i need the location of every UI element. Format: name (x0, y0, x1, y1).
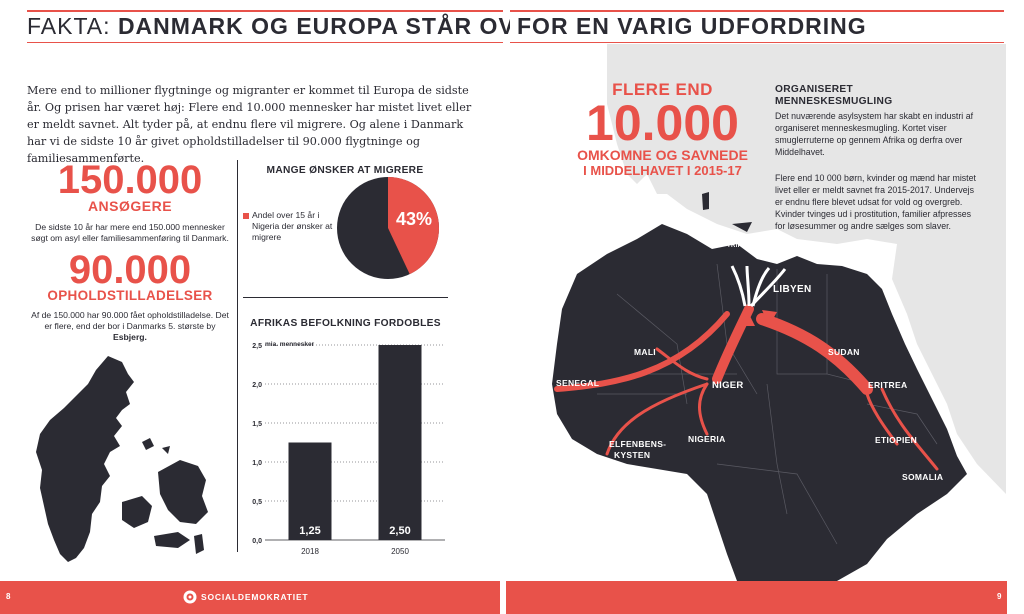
route-east (756, 313, 873, 395)
smuggling-p1: Det nuværende asylsystem har skabt en in… (775, 111, 974, 157)
africa-land (552, 224, 967, 581)
x-tick-label: 2018 (301, 547, 319, 556)
bar-value-label: 2,50 (389, 525, 410, 537)
permits-number: 90.000 (68, 248, 192, 292)
denmark-map (36, 356, 208, 562)
y-tick-label: 0,0 (252, 538, 262, 545)
y-tick-label: 2,5 (252, 343, 262, 350)
sicily-island (732, 222, 752, 232)
label-niger: NIGER (712, 380, 744, 391)
x-tick-label: 2050 (391, 547, 409, 556)
smuggling-p2: Flere end 10 000 børn, kvinder og mænd h… (775, 173, 976, 231)
y-tick-label: 0,5 (252, 499, 262, 506)
applicants-text: De sidste 10 år har mere end 150.000 men… (31, 222, 229, 243)
middle-east-land (892, 234, 1006, 494)
applicants-label: ANSØGERE (87, 198, 173, 214)
europe-land (607, 44, 1006, 294)
label-etiopien: ETIOPIEN (875, 435, 918, 445)
falster-shape (194, 534, 204, 554)
small-island-shape (142, 438, 154, 450)
footer-left-bar (0, 581, 500, 614)
left-header-title: FAKTA: DANMARK OG EUROPA STÅR OVER (27, 13, 549, 40)
bar-chart-title: AFRIKAS BEFOLKNING FORDOBLES (250, 318, 441, 329)
route-ivory (605, 382, 709, 456)
label-tripoli: TRIPOLI (727, 243, 753, 249)
permits-label: OPHOLDSTILLADELSER (47, 288, 213, 303)
label-elfenben-2: KYSTEN (614, 450, 651, 460)
label-benghazi: BENGHAZI (763, 247, 797, 253)
footer-right-bar (506, 581, 1007, 614)
label-sudan: SUDAN (828, 347, 860, 357)
applicants-number: 150.000 (57, 158, 203, 202)
route-niger (712, 304, 754, 384)
deaths-number: 10.000 (586, 95, 739, 151)
permits-text-block: Af de 150.000 har 90.000 fået opholdstil… (27, 310, 233, 343)
route-mali (655, 347, 709, 381)
route-somalia (880, 387, 939, 471)
label-elfenben-1: ELFENBENS- (609, 439, 667, 449)
pie-value-label: 43% (396, 209, 432, 229)
column-divider (237, 160, 238, 552)
bar-2018 (288, 442, 332, 540)
label-libyen: LIBYEN (773, 284, 812, 295)
y-tick-label: 1,5 (252, 421, 262, 428)
pie-legend-text: Andel over 15 år i Nigeria der ønsker at… (252, 210, 333, 242)
chart-separator (243, 297, 448, 298)
label-somalia: SOMALIA (902, 472, 944, 482)
route-nigeria (698, 382, 709, 436)
bar-value-label: 1,25 (299, 525, 320, 537)
right-header-underline (510, 42, 1004, 43)
deaths-line2: OMKOMNE OG SAVNEDE (577, 147, 748, 163)
label-mali: MALI (634, 347, 656, 357)
y-tick-label: 1,0 (252, 460, 262, 467)
funen-shape (122, 496, 152, 528)
pie-slice-main (388, 177, 439, 275)
right-header-rule (510, 10, 1004, 12)
page-number-left: 8 (6, 592, 11, 601)
bar-chart: mia. mennesker 0,0 0,5 1,0 1,5 2,0 2,5 1,25 20… (252, 341, 445, 556)
route-ethiopia (865, 392, 899, 446)
rose-logo-icon (183, 590, 197, 604)
footer-logo: SOCIALDEMOKRATIET (183, 590, 308, 604)
pie-legend-swatch (243, 213, 249, 219)
label-eritrea: ERITREA (868, 380, 908, 390)
header-prefix: FAKTA: (27, 13, 111, 39)
lolland-shape (154, 532, 190, 548)
right-header-title: FOR EN VARIG UDFORDRING (517, 13, 867, 40)
intro-paragraph: Mere end to millioner flygtninge og migr… (27, 84, 472, 165)
bar-unit-label: mia. mennesker (265, 341, 315, 348)
y-tick-label: 2,0 (252, 382, 262, 389)
zealand-shape (158, 460, 208, 524)
sardinia-island (702, 192, 709, 210)
pie-title: MANGE ØNSKER AT MIGRERE (266, 165, 424, 176)
arrowhead-libya (741, 312, 755, 326)
pie-chart: 43% (337, 177, 439, 279)
smuggling-title: ORGANISERET MENNESKESMUGLING (775, 84, 893, 107)
right-header-bg (510, 0, 1004, 44)
footer-logo-text: SOCIALDEMOKRATIET (201, 592, 309, 602)
header-left-title: DANMARK OG EUROPA STÅR OVER (117, 13, 549, 39)
page-number-right: 9 (997, 592, 1002, 601)
route-west (554, 311, 730, 392)
left-header-underline (27, 42, 503, 43)
jutland-shape (36, 356, 134, 562)
label-senegal: SENEGAL (556, 378, 600, 388)
label-nigeria: NIGERIA (688, 434, 726, 444)
africa-map (552, 44, 1006, 581)
permits-text: Af de 150.000 har 90.000 fået opholdstil… (31, 310, 229, 331)
header-right-title: FOR EN VARIG UDFORDRING (517, 13, 867, 39)
small-island-shape-2 (162, 446, 170, 454)
deaths-line3: I MIDDELHAVET I 2015-17 (583, 163, 742, 178)
permits-city: Esbjerg. (113, 332, 147, 342)
left-header-rule (27, 10, 503, 12)
arrowhead-east (762, 310, 777, 326)
deaths-line1: FLERE END (612, 80, 713, 99)
bar-2050 (378, 345, 422, 540)
